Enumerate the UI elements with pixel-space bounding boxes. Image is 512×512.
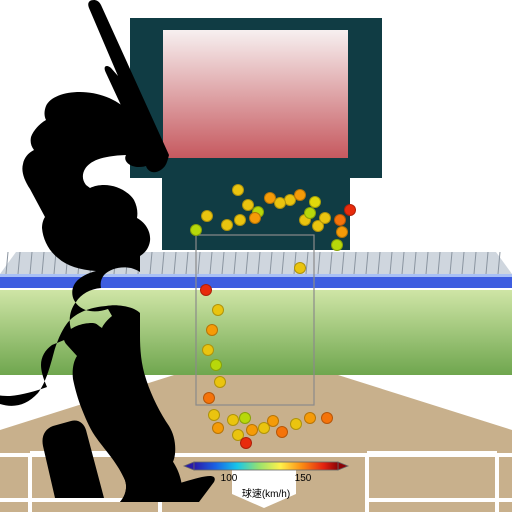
pitch-point bbox=[267, 415, 279, 427]
pitch-point bbox=[276, 426, 288, 438]
pitch-point bbox=[319, 212, 331, 224]
pitch-chart-root: 100 150 球速(km/h) bbox=[0, 0, 512, 512]
pitch-point bbox=[214, 376, 226, 388]
pitch-point bbox=[331, 239, 343, 251]
pitch-point bbox=[210, 359, 222, 371]
pitch-point bbox=[344, 204, 356, 216]
pitch-point bbox=[232, 184, 244, 196]
pitch-point bbox=[240, 437, 252, 449]
colorbar bbox=[184, 462, 348, 470]
pitch-point bbox=[334, 214, 346, 226]
pitch-point bbox=[221, 219, 233, 231]
pitch-point bbox=[294, 262, 306, 274]
pitch-point bbox=[201, 210, 213, 222]
pitch-point bbox=[290, 418, 302, 430]
pitch-point bbox=[234, 214, 246, 226]
pitch-point bbox=[227, 414, 239, 426]
colorbar-title: 球速(km/h) bbox=[242, 485, 290, 500]
colorbar-tick: 100 bbox=[221, 473, 238, 484]
pitch-point bbox=[239, 412, 251, 424]
pitch-point bbox=[190, 224, 202, 236]
pitch-point bbox=[246, 424, 258, 436]
pitch-point bbox=[200, 284, 212, 296]
stadium-background bbox=[0, 0, 512, 512]
pitch-point bbox=[304, 207, 316, 219]
pitch-point bbox=[203, 392, 215, 404]
pitch-point bbox=[202, 344, 214, 356]
pitch-point bbox=[304, 412, 316, 424]
pitch-point bbox=[249, 212, 261, 224]
pitch-point bbox=[336, 226, 348, 238]
pitch-point bbox=[212, 304, 224, 316]
pitch-point bbox=[294, 189, 306, 201]
pitch-point bbox=[309, 196, 321, 208]
pitch-point bbox=[274, 197, 286, 209]
pitch-point bbox=[321, 412, 333, 424]
pitch-point bbox=[212, 422, 224, 434]
colorbar-tick: 150 bbox=[295, 473, 312, 484]
pitch-point bbox=[206, 324, 218, 336]
pitch-point bbox=[208, 409, 220, 421]
